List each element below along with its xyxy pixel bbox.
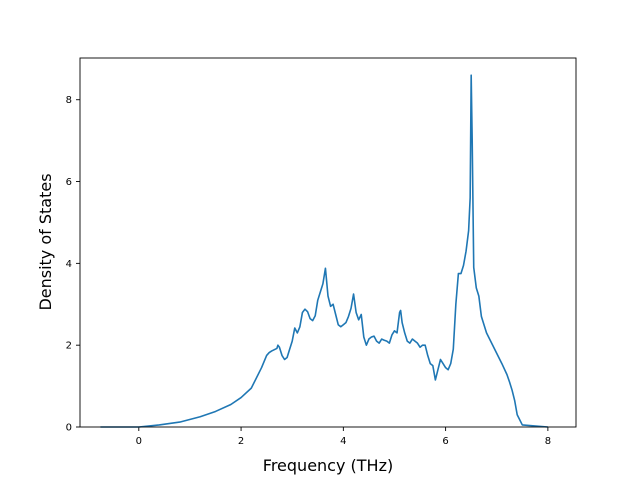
series-line	[100, 74, 548, 428]
y-tick-label: 2	[66, 341, 72, 352]
y-tick-label: 4	[66, 259, 72, 270]
x-tick-label: 4	[340, 436, 346, 447]
y-tick-label: 8	[66, 95, 72, 106]
plot-frame	[79, 57, 577, 428]
x-tick-label: 0	[136, 436, 142, 447]
y-ticks: 0 2 4 6 8	[66, 95, 80, 434]
x-ticks: 0 2 4 6 8	[136, 427, 551, 447]
plot-background	[80, 58, 576, 427]
x-tick-label: 6	[442, 436, 448, 447]
y-tick-label: 0	[66, 423, 72, 434]
x-axis-label: Frequency (THz)	[263, 456, 393, 475]
x-tick-label: 8	[545, 436, 551, 447]
y-axis-label: Density of States	[36, 173, 55, 310]
x-tick-label: 2	[238, 436, 244, 447]
y-tick-label: 6	[66, 177, 72, 188]
